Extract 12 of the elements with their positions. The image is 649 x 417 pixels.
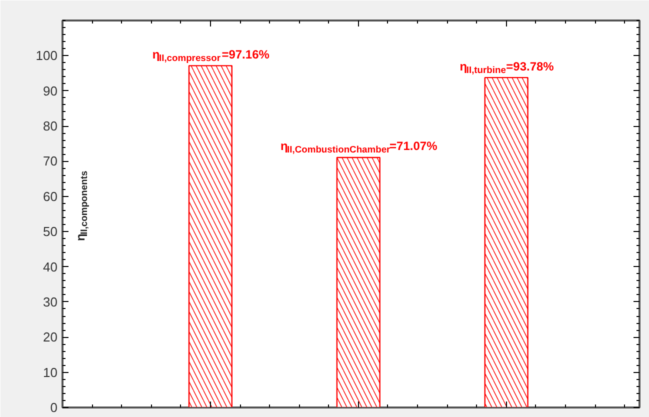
y-tick-label: 30 (43, 294, 58, 310)
y-tick-label: 0 (50, 400, 58, 415)
y-tick-label: 20 (43, 330, 58, 345)
y-tick-label: 40 (43, 259, 58, 274)
y-tick-label: 50 (43, 224, 58, 240)
y-tick-label: 80 (43, 118, 58, 134)
y-tick-label: 60 (43, 188, 58, 204)
y-tick-label: 90 (43, 83, 58, 98)
y-tick-label: 100 (36, 48, 58, 64)
y-axis-title: ηII,components (74, 170, 89, 241)
y-tick-label: 10 (43, 364, 58, 380)
y-tick-label: 70 (43, 154, 58, 169)
